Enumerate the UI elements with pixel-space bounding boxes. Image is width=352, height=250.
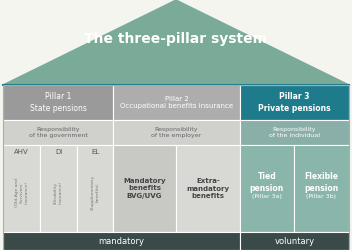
Text: mandatory: mandatory (99, 236, 145, 246)
Text: Responsibility
of the individual: Responsibility of the individual (269, 127, 320, 138)
Text: (Disability
insurance): (Disability insurance) (54, 181, 63, 204)
Text: Responsibility
of the government: Responsibility of the government (29, 127, 87, 138)
Text: The three-pillar system: The three-pillar system (84, 32, 268, 46)
Text: Extra-
mandatory
benefits: Extra- mandatory benefits (187, 178, 230, 199)
Bar (240, 145, 294, 232)
Text: Pillar 2
Occupational benefits insurance: Pillar 2 Occupational benefits insurance (120, 96, 233, 109)
Bar (176, 145, 240, 232)
Text: Tied
pension: Tied pension (250, 172, 284, 193)
Text: DI: DI (55, 149, 62, 155)
Bar (113, 85, 240, 120)
Text: Responsibility
of the employer: Responsibility of the employer (151, 127, 202, 138)
Bar (77, 145, 113, 232)
Bar (40, 145, 77, 232)
Text: Flexible
pension: Flexible pension (304, 172, 339, 193)
Text: (Old-Age and
Survivors'
insurance): (Old-Age and Survivors' insurance) (14, 178, 29, 207)
Polygon shape (3, 0, 349, 85)
Text: Pillar 1
State pensions: Pillar 1 State pensions (30, 92, 87, 112)
Bar (294, 145, 349, 232)
Text: AHV: AHV (14, 149, 29, 155)
Bar (3, 85, 113, 120)
Bar (3, 232, 240, 250)
Bar (240, 85, 349, 120)
Bar (3, 145, 40, 232)
Bar (113, 120, 240, 145)
Text: voluntary: voluntary (275, 236, 315, 246)
Bar (113, 145, 176, 232)
Text: Pillar 3
Private pensions: Pillar 3 Private pensions (258, 92, 331, 112)
Text: EL: EL (91, 149, 99, 155)
Text: (Pillar 3a): (Pillar 3a) (252, 194, 282, 199)
Text: (Supplementary
benefits): (Supplementary benefits) (90, 175, 100, 210)
Bar (240, 120, 349, 145)
Bar (240, 232, 349, 250)
Bar (3, 85, 349, 250)
Bar (3, 120, 113, 145)
Text: Mandatory
benefits
BVG/UVG: Mandatory benefits BVG/UVG (123, 178, 166, 199)
Text: (Pillar 3b): (Pillar 3b) (307, 194, 337, 199)
